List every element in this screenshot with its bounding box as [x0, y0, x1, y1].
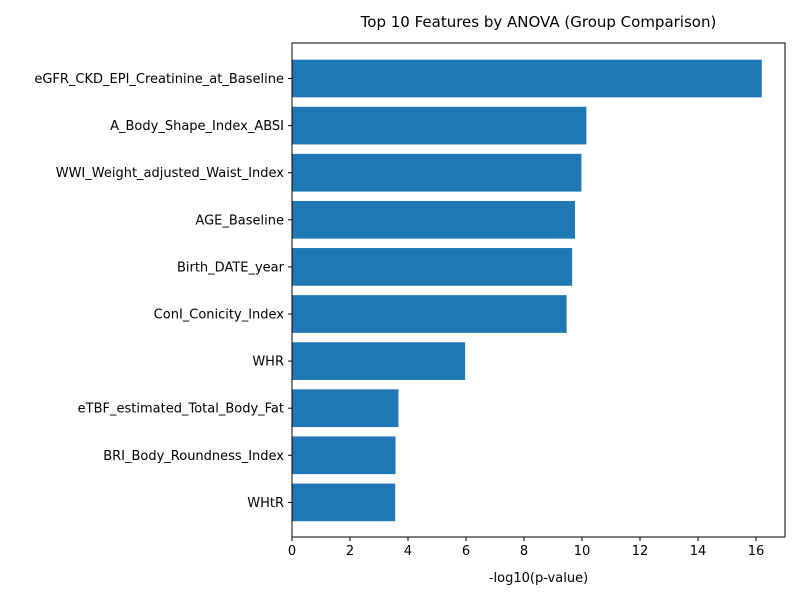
bar-8	[292, 436, 396, 475]
x-tick-label: 14	[690, 544, 707, 559]
bar-7	[292, 389, 399, 428]
y-tick-label: eTBF_estimated_Total_Body_Fat	[78, 402, 284, 417]
y-tick-label: BRI_Body_Roundness_Index	[103, 449, 284, 464]
y-tick-label: eGFR_CKD_EPI_Creatinine_at_Baseline	[34, 72, 284, 87]
x-tick-label: 10	[574, 544, 591, 559]
y-tick-label: ConI_Conicity_Index	[154, 308, 285, 323]
bars-group	[292, 59, 762, 522]
bar-4	[292, 248, 573, 286]
x-tick-label: 6	[462, 544, 470, 559]
x-tick-label: 8	[520, 544, 528, 559]
bar-1	[292, 106, 587, 145]
plot-frame	[291, 42, 786, 538]
y-tick-label: WHR	[252, 355, 284, 370]
bar-3	[292, 200, 576, 239]
y-tick-label: A_Body_Shape_Index_ABSI	[110, 119, 284, 134]
bar-6	[292, 342, 466, 380]
bar-5	[292, 295, 567, 333]
x-tick-label: 16	[748, 544, 765, 559]
bar-2	[292, 153, 582, 192]
x-tick-label: 4	[404, 544, 412, 559]
x-tick-label: 2	[346, 544, 354, 559]
x-tick-label: 12	[632, 544, 649, 559]
y-tick-label: WWI_Weight_adjusted_Waist_Index	[56, 166, 285, 181]
bar-0	[292, 59, 762, 98]
chart-title: Top 10 Features by ANOVA (Group Comparis…	[360, 13, 717, 31]
bar-9	[292, 483, 396, 522]
x-ticks: 0 2 4 6 8 10 12 14 16	[288, 537, 764, 559]
x-axis-label: -log10(p-value)	[489, 571, 588, 586]
y-tick-labels: eGFR_CKD_EPI_Creatinine_at_Baseline A_Bod…	[34, 72, 292, 511]
x-tick-label: 0	[288, 544, 296, 559]
y-tick-label: WHtR	[247, 496, 284, 511]
y-tick-label: AGE_Baseline	[195, 213, 284, 228]
y-tick-label: Birth_DATE_year	[177, 260, 285, 275]
